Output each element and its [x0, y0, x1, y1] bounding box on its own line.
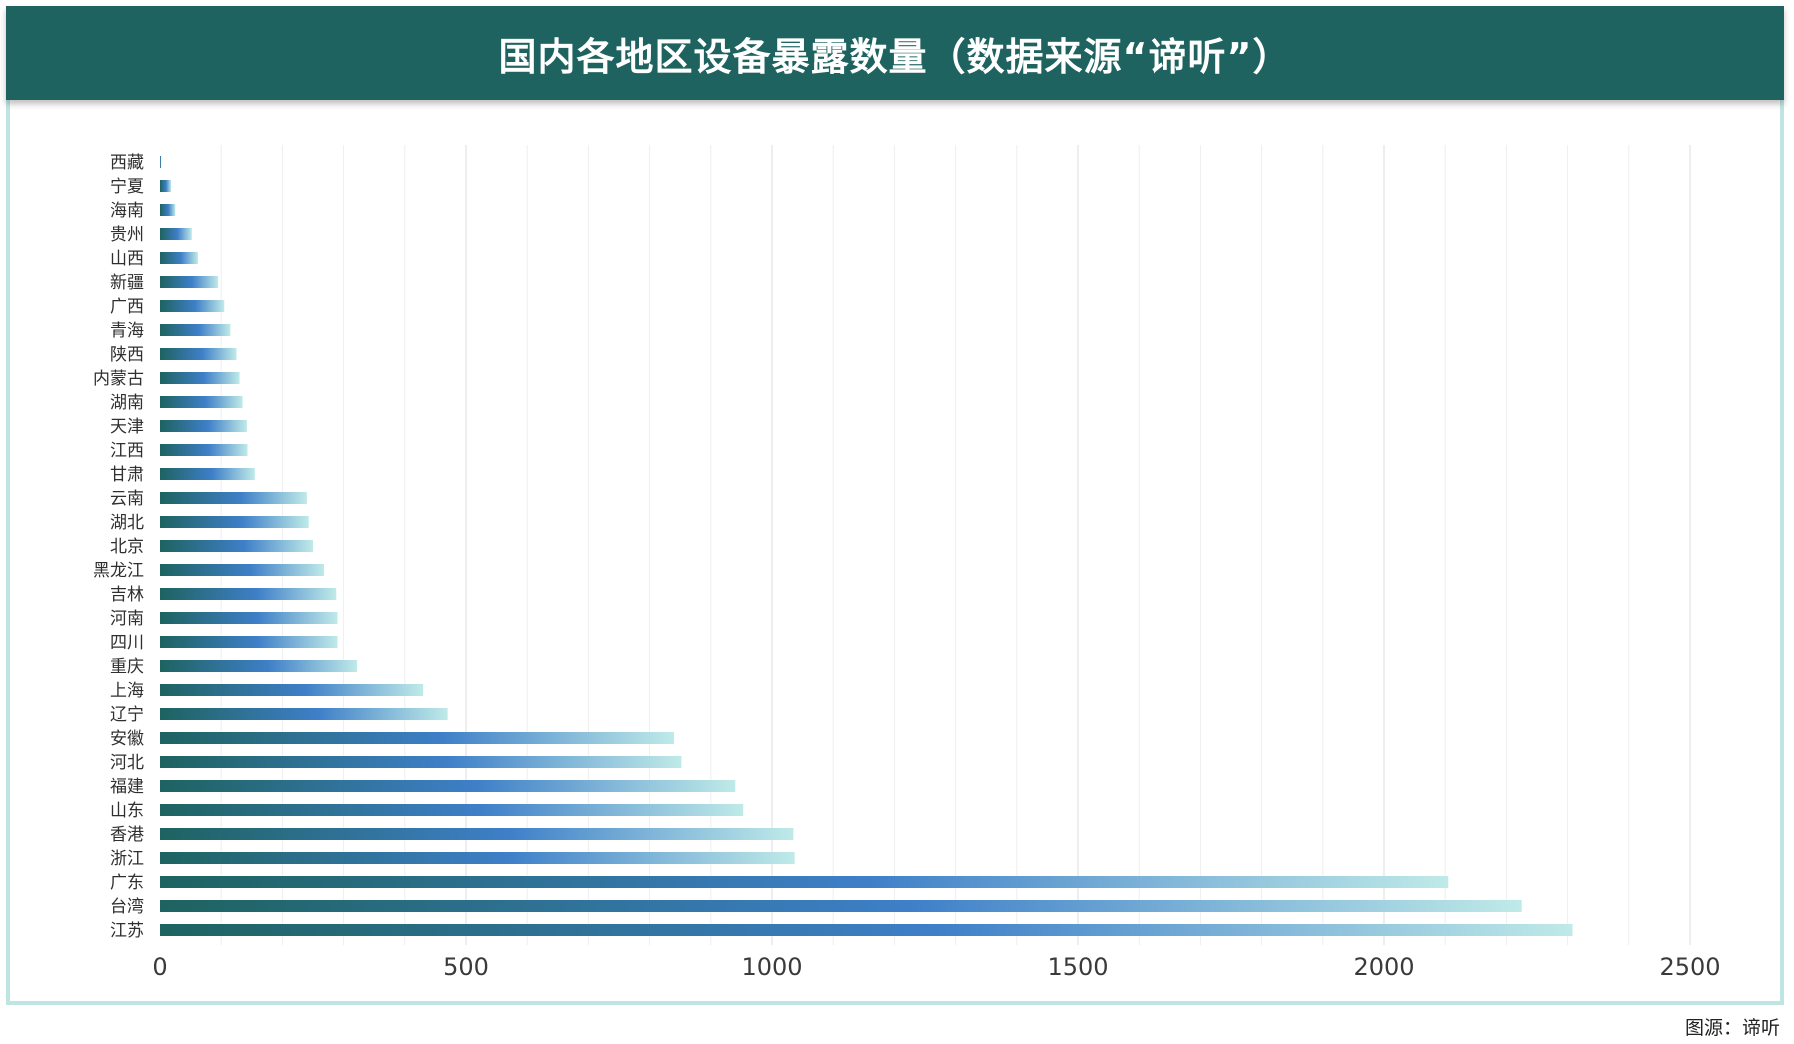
category-label: 云南 [110, 489, 144, 509]
category-label: 广东 [110, 873, 144, 893]
x-tick-label: 0 [152, 953, 167, 981]
category-label: 北京 [110, 537, 144, 557]
category-label: 重庆 [110, 657, 144, 677]
bar-20 [160, 612, 338, 624]
bar-10 [160, 372, 240, 384]
bar-28 [160, 804, 744, 816]
title-banner: 国内各地区设备暴露数量（数据来源“谛听”） [6, 6, 1784, 100]
category-label: 山东 [110, 801, 144, 821]
bar-2 [160, 180, 172, 192]
category-label: 新疆 [110, 273, 144, 293]
bar-18 [160, 564, 325, 576]
bar-1 [160, 156, 162, 168]
category-label: 内蒙古 [93, 369, 144, 389]
category-label: 广西 [110, 297, 144, 317]
bar-23 [160, 684, 424, 696]
category-label: 宁夏 [110, 177, 144, 197]
category-label: 河南 [110, 609, 144, 629]
bar-22 [160, 660, 358, 672]
bar-27 [160, 780, 736, 792]
bar-30 [160, 852, 795, 864]
bar-14 [160, 468, 255, 480]
category-label: 四川 [110, 633, 144, 653]
bar-17 [160, 540, 313, 552]
category-label: 辽宁 [110, 705, 144, 725]
bar-3 [160, 204, 176, 216]
bar-15 [160, 492, 307, 504]
x-tick-label: 1500 [1047, 953, 1108, 981]
category-label: 贵州 [110, 225, 144, 245]
x-axis-ticks: 0 500 1000 1500 2000 2500 [152, 953, 1720, 981]
bar-32 [160, 900, 1522, 912]
category-label: 浙江 [110, 849, 144, 869]
category-label: 安徽 [110, 729, 144, 749]
bar-33 [160, 924, 1573, 936]
category-label: 吉林 [110, 585, 144, 605]
bar-6 [160, 276, 219, 288]
bar-26 [160, 756, 682, 768]
bar-25 [160, 732, 675, 744]
category-label: 香港 [110, 825, 144, 845]
bar-7 [160, 300, 225, 312]
category-label: 青海 [110, 321, 144, 341]
bar-24 [160, 708, 448, 720]
x-tick-label: 2000 [1353, 953, 1414, 981]
bar-9 [160, 348, 237, 360]
category-label: 河北 [110, 753, 144, 773]
bar-31 [160, 876, 1449, 888]
bar-12 [160, 420, 247, 432]
category-label: 西藏 [110, 153, 144, 173]
category-label: 上海 [110, 681, 144, 701]
gridlines [220, 145, 1691, 945]
bar-29 [160, 828, 794, 840]
category-label: 江苏 [110, 921, 144, 941]
bars [160, 156, 1573, 936]
category-label: 陕西 [110, 345, 144, 365]
category-label: 湖南 [110, 393, 144, 413]
bar-13 [160, 444, 248, 456]
category-label: 黑龙江 [93, 561, 144, 581]
category-label: 福建 [110, 777, 144, 797]
x-tick-label: 500 [443, 953, 489, 981]
bar-5 [160, 252, 198, 264]
category-label: 台湾 [110, 897, 144, 917]
bar-4 [160, 228, 192, 240]
category-label: 天津 [110, 417, 144, 437]
bar-19 [160, 588, 337, 600]
category-label: 山西 [110, 249, 144, 269]
chart-title: 国内各地区设备暴露数量（数据来源“谛听”） [498, 34, 1292, 79]
x-tick-label: 2500 [1659, 953, 1720, 981]
category-label: 湖北 [110, 513, 144, 533]
bar-16 [160, 516, 309, 528]
bar-21 [160, 636, 338, 648]
category-label: 海南 [110, 201, 144, 221]
bar-11 [160, 396, 243, 408]
source-note: 图源：谛听 [1684, 1017, 1780, 1039]
category-label: 甘肃 [110, 465, 144, 485]
x-tick-label: 1000 [741, 953, 802, 981]
bar-8 [160, 324, 231, 336]
category-labels: 西藏宁夏海南贵州山西新疆广西青海陕西内蒙古湖南天津江西甘肃云南湖北北京黑龙江吉林… [93, 153, 144, 941]
category-label: 江西 [110, 441, 144, 461]
